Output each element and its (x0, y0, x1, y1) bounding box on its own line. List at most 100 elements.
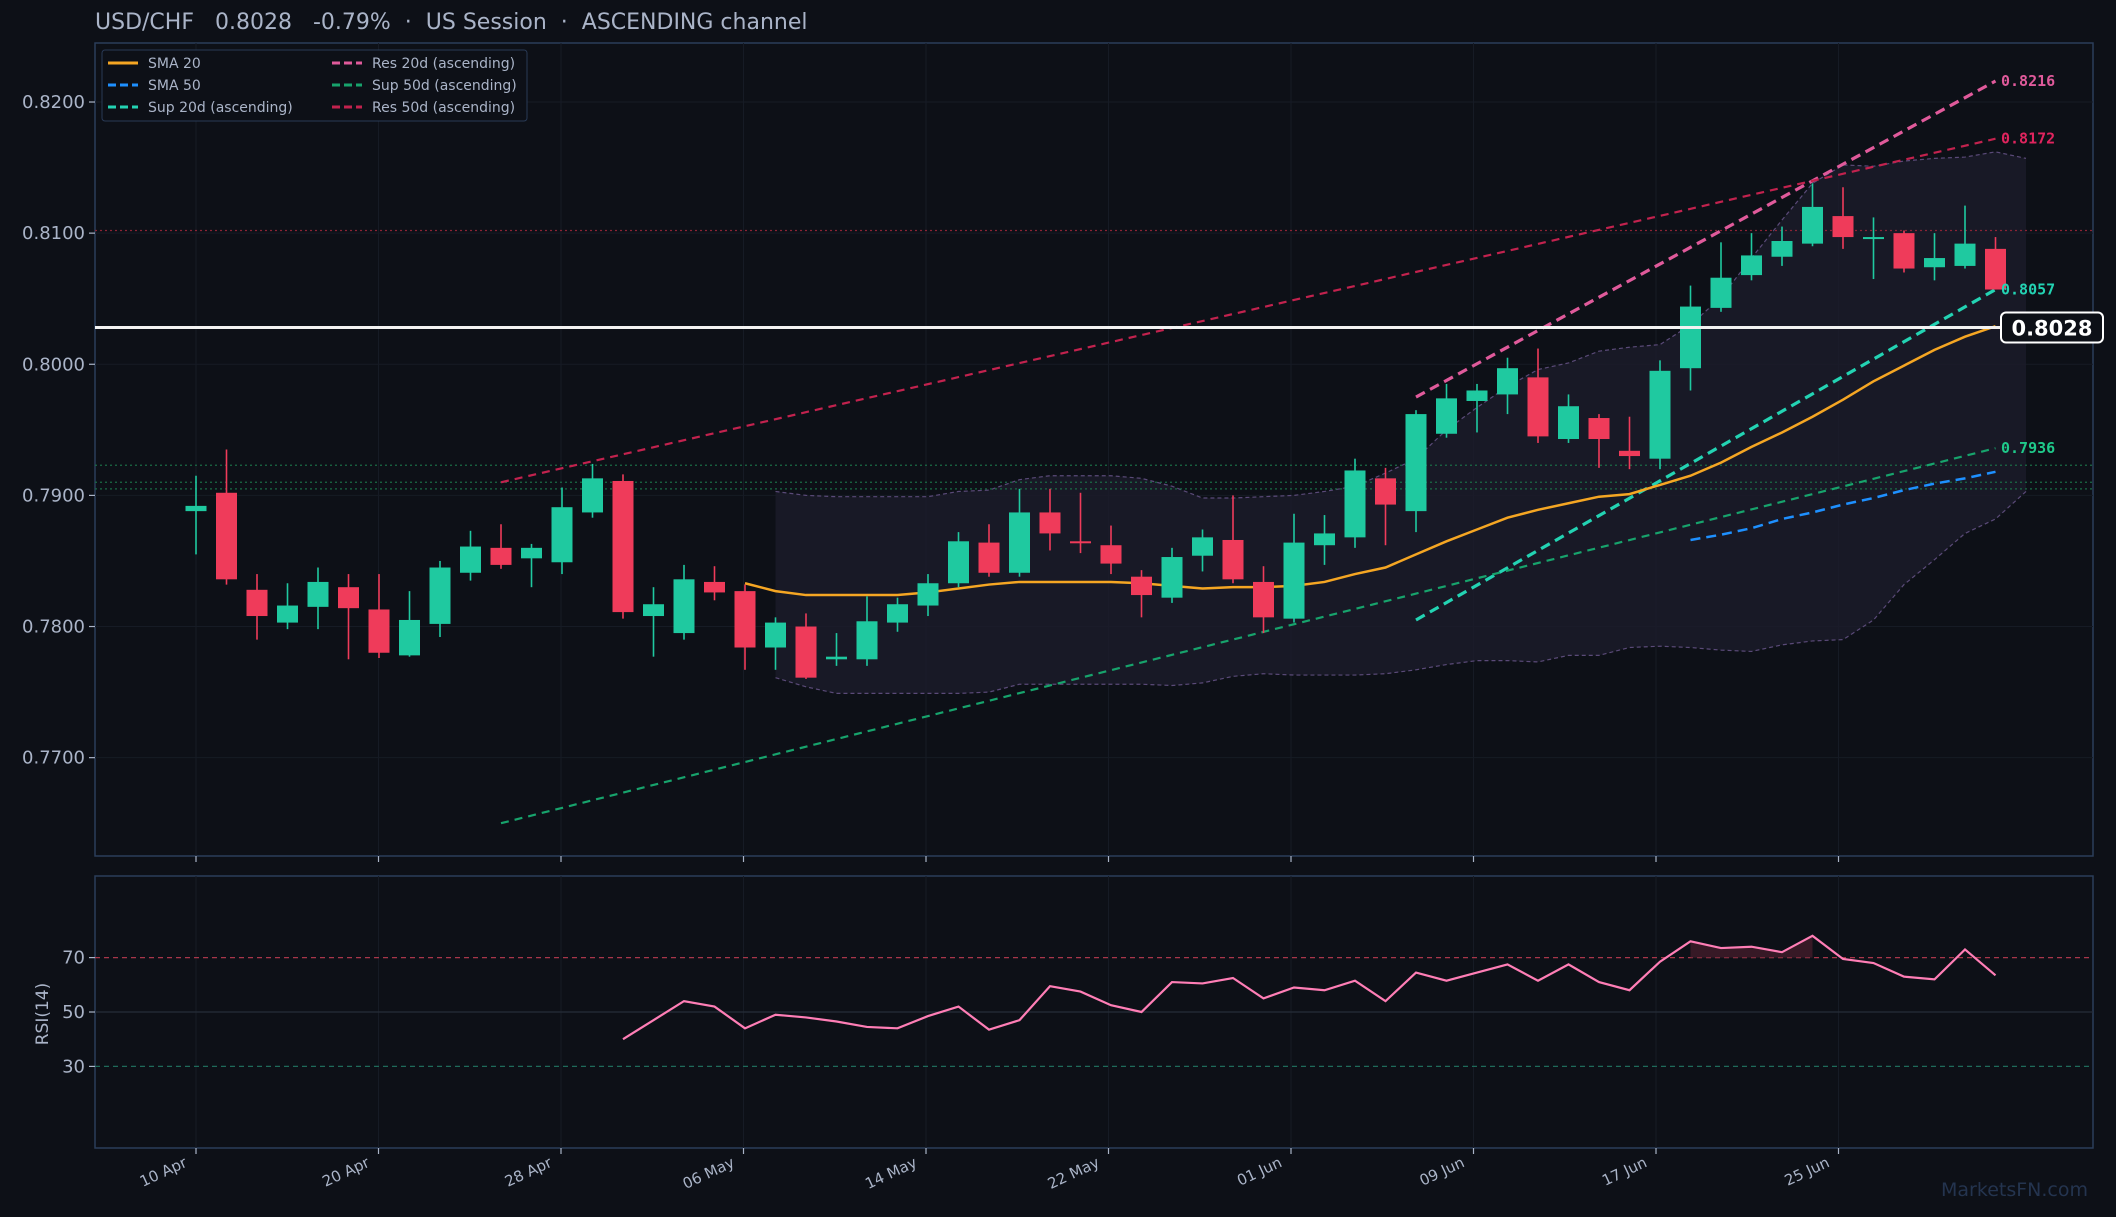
candle-body (1283, 542, 1305, 619)
candle-body (1070, 541, 1091, 544)
rsi-overbought-fill (1721, 946, 1752, 958)
bollinger-band-fill (775, 151, 2026, 694)
rsi-tick-label: 50 (62, 1002, 85, 1023)
candle-body (1466, 390, 1488, 401)
candle-body (246, 589, 268, 617)
candle-body (795, 626, 817, 678)
candle-body (1314, 533, 1335, 546)
line-end-label: 0.7936 (2001, 439, 2055, 457)
candle-body (826, 656, 847, 660)
candle-body (1527, 377, 1549, 437)
y-tick-label: 0.7800 (22, 617, 85, 638)
candle-body (1375, 478, 1396, 505)
rsi-overbought-fill (1690, 941, 1721, 958)
title-channel: ASCENDING channel (581, 10, 808, 35)
x-tick-label: 28 Apr (502, 1153, 556, 1191)
candle-body (887, 604, 908, 623)
y-tick-label: 0.8000 (22, 354, 85, 375)
candle-body (1771, 241, 1793, 257)
candle-body (673, 579, 695, 634)
candle-body (917, 583, 939, 606)
rsi-tick-label: 30 (62, 1056, 85, 1077)
line-end-label: 0.8216 (2001, 72, 2055, 90)
candle-body (1863, 237, 1884, 240)
candle-body (1649, 370, 1671, 459)
legend-label: Res 50d (ascending) (372, 100, 515, 116)
candle-body (1710, 277, 1732, 308)
sma50-line (1690, 470, 1996, 542)
legend-box (101, 49, 528, 122)
y-tick-label: 0.8100 (22, 223, 85, 244)
legend: SMA 20 SMA 50 Sup 20d (ascending) Res 20d (… (101, 49, 528, 122)
candle-body (1985, 248, 2006, 290)
x-tick-label: 10 Apr (137, 1153, 191, 1191)
rsi-overbought-fill (1751, 946, 1782, 958)
candle-body (490, 547, 512, 565)
candle-body (1558, 406, 1579, 440)
trendline-sup-50d-ascending (500, 447, 1996, 825)
candle-body (1344, 470, 1366, 538)
candle-body (582, 478, 603, 513)
x-tick-label: 20 Apr (319, 1153, 373, 1191)
candle-body (1588, 418, 1610, 440)
candle-body (1893, 233, 1915, 269)
line-end-label: 0.8172 (2001, 130, 2055, 148)
candle-body (1832, 216, 1854, 238)
last-price-label: 0.8028 (2011, 317, 2092, 341)
candle-body (643, 604, 664, 617)
candle-body (307, 581, 329, 607)
candle-body (1436, 398, 1457, 434)
last-price-badge (2000, 311, 2104, 344)
line-end-label: 0.8057 (2001, 281, 2055, 299)
candle-body (704, 581, 725, 593)
title-price: 0.8028 (214, 10, 292, 35)
y-tick-label: 0.7700 (22, 748, 85, 769)
candle-body (1192, 537, 1213, 556)
x-tick-label: 17 Jun (1599, 1153, 1649, 1189)
rsi-line (622, 934, 1997, 1041)
candle-body (460, 546, 481, 573)
candle-body (948, 541, 969, 584)
x-tick-label: 09 Jun (1417, 1153, 1467, 1189)
candle-body (1405, 414, 1427, 512)
candle-body (185, 505, 207, 512)
watermark: MarketsFN.com (1941, 1179, 2088, 1201)
candle-body (368, 609, 390, 653)
rsi-tick-label: 70 (62, 948, 85, 969)
candle-body (1924, 258, 1945, 268)
chart-title: USD/CHF 0.8028 -0.79% · US Session · ASC… (95, 10, 807, 35)
sma20-line (744, 325, 1996, 597)
candle-body (612, 480, 634, 613)
candle-body (429, 567, 451, 624)
legend-label: Res 20d (ascending) (372, 56, 515, 72)
candle-body (1100, 545, 1122, 564)
candle-body (1802, 206, 1823, 244)
candle-body (1680, 306, 1701, 369)
candle-body (1253, 581, 1274, 618)
candle-body (338, 587, 359, 609)
bollinger-lower-line (775, 491, 2027, 695)
candle-body (1497, 368, 1518, 395)
x-tick-label: 22 May (1045, 1153, 1102, 1193)
legend-label: SMA 50 (148, 78, 201, 94)
rsi-axis-label: RSI(14) (33, 983, 53, 1046)
candle-body (1954, 243, 1976, 266)
x-tick-label: 06 May (680, 1153, 737, 1193)
candle-body (1131, 576, 1152, 596)
title-change: -0.79% (312, 10, 391, 35)
candle-body (1222, 539, 1244, 580)
x-tick-label: 25 Jun (1782, 1153, 1832, 1189)
legend-label: Sup 20d (ascending) (148, 100, 293, 116)
legend-label: Sup 50d (ascending) (372, 78, 517, 94)
candle-body (216, 492, 237, 580)
candle-body (277, 605, 298, 623)
x-tick-label: 14 May (862, 1153, 919, 1193)
candle-body (1741, 255, 1762, 276)
title-separator: · (560, 10, 568, 35)
candle-body (1161, 557, 1183, 598)
candle-body (399, 619, 420, 656)
price-panel: 0.7700 0.7800 0.7900 0.8000 0.8100 0.8200 0.80… (22, 42, 2104, 857)
candle-body (1039, 512, 1061, 534)
title-session: US Session (425, 10, 547, 35)
